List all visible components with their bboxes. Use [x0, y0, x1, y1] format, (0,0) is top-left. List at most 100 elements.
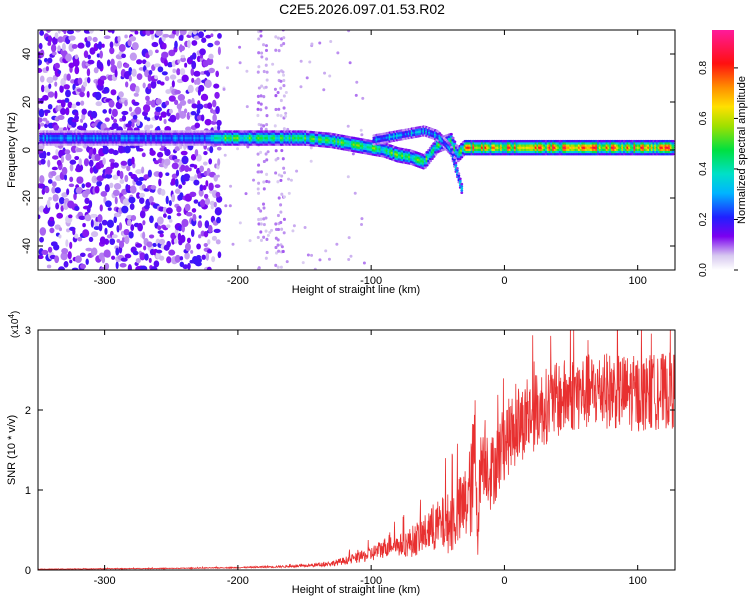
heatmap-cell: [318, 41, 322, 45]
heatmap-cell: [324, 249, 328, 253]
heatmap-cell: [65, 153, 72, 161]
heatmap-cell: [671, 139, 675, 143]
heatmap-cell: [183, 108, 188, 114]
heatmap-cell: [111, 108, 118, 117]
heatmap-cell: [193, 179, 200, 186]
heatmap-cell: [158, 171, 163, 178]
heatmap-cell: [193, 35, 201, 40]
colorbar: 0.0 0.2 0.4 0.6 0.8 Normalized spectral ampl…: [698, 30, 748, 277]
heatmap-cell: [222, 87, 226, 91]
heatmap-cell: [77, 42, 85, 49]
heatmap-cell: [133, 92, 139, 97]
heatmap-cell: [287, 191, 291, 195]
heatmap-cell: [60, 155, 65, 164]
heatmap-cell: [87, 54, 91, 60]
heatmap-cell: [460, 155, 464, 159]
heatmap-cell: [67, 251, 72, 260]
heatmap-cell: [69, 241, 73, 249]
heatmap-cell: [170, 177, 176, 186]
heatmap-cell: [274, 149, 278, 153]
heatmap-cell: [257, 181, 261, 185]
heatmap-cell: [61, 166, 68, 176]
snr-multiplier: (x104): [7, 311, 21, 338]
heatmap-cell: [196, 108, 201, 115]
heatmap-cell: [190, 249, 194, 254]
heatmap-cell: [277, 48, 281, 53]
heatmap-cell: [119, 263, 127, 268]
heatmap-cell: [425, 163, 429, 167]
heatmap-cell: [203, 30, 207, 32]
heatmap-cell: [88, 159, 94, 167]
heatmap-cell: [259, 127, 263, 131]
heatmap-cell: [207, 102, 213, 110]
heatmap-cell: [172, 68, 177, 74]
heatmap-cell: [423, 166, 427, 169]
heatmap-cell: [202, 185, 207, 191]
heatmap-cell: [78, 158, 82, 166]
heatmap-cell: [52, 155, 59, 160]
heatmap-cell: [190, 68, 195, 76]
heatmap-cell: [171, 193, 176, 203]
heatmap-cell: [109, 41, 114, 49]
heatmap-cell: [141, 59, 147, 65]
heatmap-cell: [205, 25, 212, 29]
heatmap-cell: [191, 208, 197, 213]
heatmap-cell: [148, 196, 154, 204]
heatmap-cell: [280, 227, 284, 231]
heatmap-cell: [96, 61, 104, 70]
heatmap-cell: [99, 236, 106, 245]
heatmap-cell: [165, 195, 169, 205]
heatmap-cell: [148, 49, 153, 56]
heatmap-cell: [104, 227, 108, 235]
heatmap-cell: [187, 167, 192, 172]
heatmap-cell: [104, 238, 110, 245]
snr-panel: -300 -200 -100 0 100 0 1 2 3 Height of straight…: [6, 311, 676, 596]
heatmap-cell: [85, 40, 91, 48]
heatmap-cell: [217, 124, 221, 131]
heatmap-cell: [448, 143, 452, 146]
heatmap-cell: [75, 101, 81, 106]
heatmap-cell: [193, 164, 198, 170]
heatmap-cell: [123, 228, 130, 236]
heatmap-cell: [99, 204, 103, 212]
heatmap-cell: [134, 30, 139, 35]
heatmap-cell: [61, 42, 66, 52]
heatmap-cell: [454, 161, 458, 165]
heatmap-cell: [271, 62, 275, 66]
heatmap-cell: [191, 103, 198, 109]
heatmap-cell: [197, 220, 203, 229]
heatmap-cell: [181, 155, 189, 165]
heatmap-cell: [84, 197, 90, 205]
heatmap-cell: [54, 32, 59, 39]
heatmap-cell: [434, 153, 438, 156]
heatmap-cell: [279, 220, 283, 225]
heatmap-cell: [39, 227, 47, 236]
heatmap-cell: [150, 99, 157, 108]
heatmap-cell: [347, 257, 351, 261]
heatmap-cell: [257, 222, 261, 226]
heatmap-cell: [256, 107, 260, 111]
heatmap-cell: [159, 116, 163, 121]
heatmap-cell: [351, 152, 355, 156]
heatmap-cell: [54, 187, 61, 194]
heatmap-cell: [74, 54, 79, 60]
heatmap-cell: [122, 198, 131, 206]
heatmap-cell: [53, 124, 60, 131]
heatmap-cell: [174, 99, 179, 105]
heatmap-cell: [153, 63, 161, 68]
heatmap-cell: [66, 73, 71, 81]
heatmap-cell: [284, 91, 288, 95]
heatmap-cell: [113, 183, 122, 190]
heatmap-cell: [201, 37, 207, 43]
heatmap-cell: [238, 45, 242, 49]
heatmap-cell: [217, 251, 222, 259]
heatmap-cell: [74, 30, 82, 33]
heatmap-cell: [45, 120, 50, 125]
heatmap-cell: [248, 239, 252, 243]
heatmap-cell: [99, 75, 107, 81]
heatmap-cell: [160, 111, 167, 118]
heatmap-ytick-label: -20: [21, 190, 33, 206]
heatmap-cell: [168, 249, 176, 256]
heatmap-cell: [121, 205, 129, 214]
